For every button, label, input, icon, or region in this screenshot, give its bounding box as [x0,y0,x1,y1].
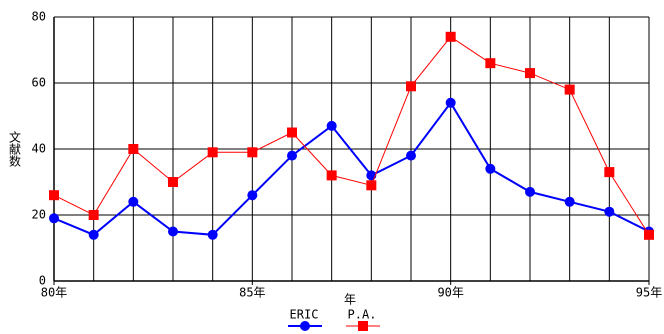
marker [604,167,615,178]
marker [49,190,59,201]
marker [525,68,535,79]
legend-marker [358,321,368,331]
marker [207,147,218,158]
legend-label: ERIC [290,308,319,322]
marker [49,213,59,224]
marker [485,163,496,174]
marker [445,31,456,42]
x-tick-label: 80年 [41,286,67,300]
series-line [53,36,650,236]
marker [88,229,99,240]
y-tick-label: 60 [32,76,46,90]
legend-label: P.A. [348,308,377,322]
marker [168,226,178,237]
y-axis-label: 文献数 [8,130,22,168]
x-axis-label: 年 [344,293,356,307]
marker [604,206,615,217]
marker [247,147,258,158]
marker [525,186,535,197]
marker [326,120,337,131]
marker [247,190,258,201]
marker [485,58,496,69]
marker [207,229,218,240]
marker [88,210,99,220]
marker [128,196,139,207]
y-tick-label: 0 [39,274,46,288]
x-tick-label: 85年 [239,286,265,300]
marker [168,177,178,187]
y-tick-label: 80 [32,10,46,24]
legend-marker [300,321,310,331]
marker [287,150,297,161]
marker [128,144,139,154]
marker [564,196,575,207]
y-tick-label: 20 [32,208,46,222]
marker [406,81,416,92]
marker [406,150,416,161]
marker [644,229,654,240]
series-line [53,101,650,236]
marker [564,84,575,95]
y-tick-label: 40 [32,142,46,156]
marker [366,180,377,191]
marker [326,170,337,181]
marker [287,127,297,138]
marker [445,97,456,108]
x-tick-label: 90年 [437,286,463,300]
x-tick-label: 95年 [636,286,662,300]
